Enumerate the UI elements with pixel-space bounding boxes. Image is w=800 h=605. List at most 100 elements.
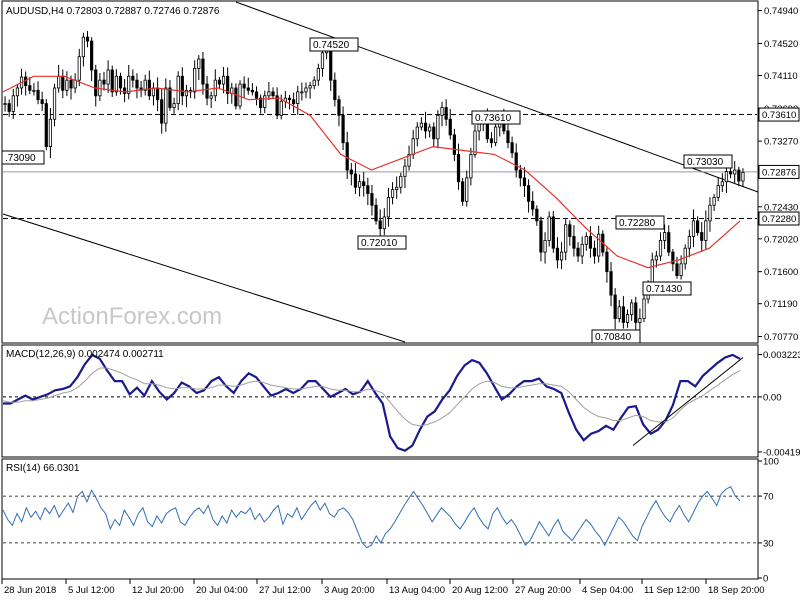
candle-body <box>176 75 180 105</box>
candle-body <box>518 169 522 179</box>
candle-body <box>597 233 601 257</box>
candle-body <box>168 87 172 108</box>
candle-body <box>555 247 560 261</box>
candle-body <box>349 169 353 175</box>
level-box-label: 0.72876 <box>762 167 796 178</box>
candle-body <box>642 298 646 319</box>
candle-body <box>625 314 630 323</box>
candle-body <box>160 99 164 124</box>
rsi-tick-label: 0 <box>763 574 768 585</box>
candle-body <box>465 177 469 202</box>
candle-body <box>193 68 197 93</box>
candle-body <box>741 171 745 182</box>
level-box-1 <box>758 211 800 226</box>
annotation-label: 0.73610 <box>475 113 512 124</box>
candle-body <box>630 302 634 316</box>
candle-body <box>275 95 279 116</box>
candle-body <box>634 302 638 323</box>
candle-body <box>292 99 296 105</box>
candle-body <box>370 193 374 206</box>
moving-average-line <box>2 75 741 269</box>
x-tick-label: 28 Jun 2018 <box>4 585 56 596</box>
price-chart-title: AUDUSD,H4 0.72803 0.72887 0.72746 0.7287… <box>6 6 220 17</box>
candle-body <box>663 232 667 241</box>
rsi-line <box>2 486 741 549</box>
candle-body <box>7 103 11 112</box>
candle-body <box>716 185 720 198</box>
candle-body <box>209 95 213 99</box>
candle-body <box>382 216 386 230</box>
macd-line <box>3 353 741 452</box>
candle-body <box>221 75 226 85</box>
candle-body <box>362 181 366 187</box>
candle-body <box>419 122 424 128</box>
candle-body <box>234 87 238 107</box>
candle-body <box>667 232 671 253</box>
candle-body <box>423 122 428 132</box>
candle-body <box>609 271 613 296</box>
rsi-tick-label: 70 <box>763 492 774 503</box>
x-tick-label: 18 Sep 20:00 <box>708 585 765 596</box>
annotation-label: 0.70840 <box>595 332 632 343</box>
candle-body <box>102 79 106 85</box>
candle-body <box>733 169 737 175</box>
candle-body <box>201 58 205 85</box>
candle-body <box>205 83 209 99</box>
x-tick-label: 27 Jul 12:00 <box>259 585 311 596</box>
candle-body <box>155 87 160 101</box>
annotation-box <box>1 150 45 165</box>
candle-body <box>345 142 349 171</box>
candle-body <box>263 95 267 108</box>
candle-body <box>77 56 81 81</box>
candle-body <box>539 220 543 253</box>
candle-body <box>52 87 57 120</box>
candle-body <box>638 318 642 323</box>
candle-body <box>700 232 704 241</box>
candle-body <box>217 79 222 85</box>
price-tick-label: 0.72430 <box>764 202 798 213</box>
candle-body <box>605 251 609 273</box>
candle-body <box>81 36 85 58</box>
candle-body <box>316 68 320 81</box>
candle-body <box>271 91 275 97</box>
rsi-tick-label: 100 <box>763 457 779 468</box>
candle-body <box>90 40 94 71</box>
candle-body <box>551 216 555 249</box>
candle-body <box>254 91 259 99</box>
candle-body <box>267 91 271 97</box>
candle-body <box>473 130 477 155</box>
channel-upper-line <box>235 1 759 193</box>
candle-body <box>296 91 300 105</box>
candle-body <box>456 154 461 183</box>
price-tick-label: 0.71600 <box>764 267 798 278</box>
candle-body <box>506 130 510 144</box>
annotation-box <box>357 235 407 250</box>
x-tick-label: 3 Aug 20:00 <box>324 585 375 596</box>
candle-body <box>238 83 242 107</box>
candle-body <box>547 216 551 241</box>
candle-body <box>242 83 246 89</box>
candle-body <box>695 220 700 233</box>
macd-pane-frame <box>1 344 759 458</box>
annotation-box <box>471 110 521 125</box>
candle-body <box>720 181 724 187</box>
candle-body <box>123 87 127 94</box>
annotation-box <box>615 215 665 230</box>
candle-body <box>85 36 90 42</box>
candle-body <box>687 236 691 249</box>
candle-body <box>118 75 123 89</box>
candle-body <box>679 263 683 276</box>
candle-body <box>452 134 456 155</box>
candle-body <box>448 118 452 136</box>
rsi-title: RSI(14) 66.0301 <box>6 463 80 474</box>
candle-body <box>621 306 625 323</box>
candle-body <box>564 224 568 253</box>
candle-body <box>143 79 147 91</box>
macd-trendline <box>632 357 744 446</box>
x-tick-label: 5 Jul 12:00 <box>68 585 114 596</box>
candle-body <box>415 126 419 140</box>
candle-body <box>568 224 572 237</box>
